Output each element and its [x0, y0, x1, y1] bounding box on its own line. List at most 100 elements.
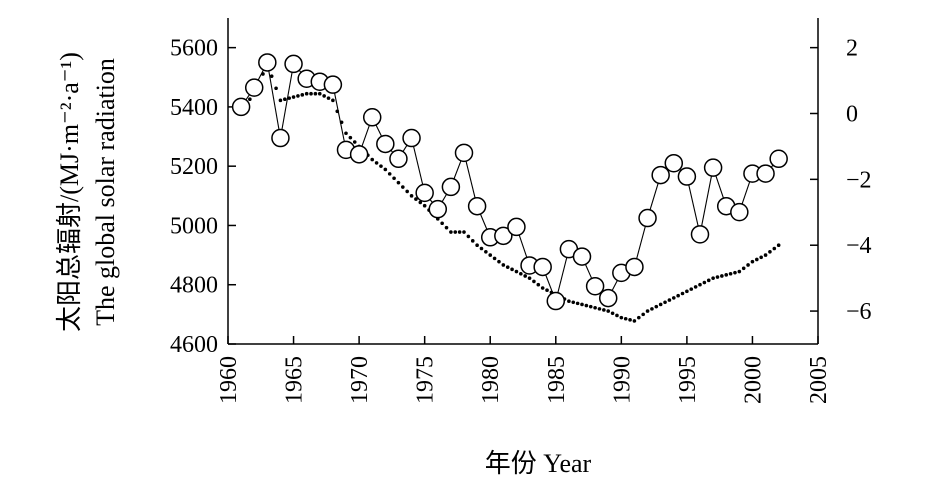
dotted-series-point [776, 243, 781, 248]
dotted-series-point [641, 312, 645, 317]
circle-series-segment [375, 124, 383, 137]
dotted-series-point [750, 259, 755, 264]
dotted-series-point [685, 289, 689, 294]
x-tick-label: 2000 [740, 356, 766, 404]
circle-series-segment [649, 183, 659, 211]
circle-series-point [244, 78, 264, 97]
dotted-series-point [396, 180, 401, 185]
dotted-series-point [724, 273, 729, 277]
y-left-tick-label: 4800 [170, 273, 218, 299]
circle-series-point [730, 202, 749, 222]
circle-series-segment [479, 213, 488, 230]
dotted-series-point [514, 269, 519, 274]
dotted-series-point [637, 315, 641, 320]
x-tick-label: 1995 [675, 356, 701, 404]
dotted-series-point [741, 266, 746, 271]
dotted-series-point [283, 97, 287, 102]
dotted-series-point [497, 259, 501, 264]
dotted-series-point [584, 303, 589, 308]
dotted-series-point [484, 249, 488, 254]
circle-series-point [690, 225, 710, 244]
dotted-series-point [733, 270, 737, 275]
dotted-series-point [619, 315, 624, 320]
dotted-series-point [597, 307, 602, 311]
dotted-series-point [667, 298, 672, 302]
dotted-series-point [296, 94, 300, 98]
dotted-series-point [702, 280, 707, 285]
y-left-tick-label: 4600 [170, 332, 218, 358]
circle-series-segment [334, 92, 345, 142]
y-right-tick-label: 0 [846, 101, 858, 127]
dotted-series-point [706, 278, 711, 283]
dotted-series-point [737, 269, 742, 274]
circle-series-segment [518, 234, 528, 258]
x-tick-label: 1975 [413, 356, 439, 404]
x-axis-title: 年份 Year [485, 449, 592, 478]
dotted-series-point [309, 91, 313, 96]
x-tick-label: 1985 [544, 356, 570, 404]
dotted-series-point [466, 234, 471, 239]
dotted-series-point [462, 230, 466, 234]
x-tick-label: 1980 [478, 356, 504, 404]
dotted-series-point [457, 230, 462, 234]
circle-series-point [769, 149, 788, 169]
circle-series-segment [245, 94, 250, 101]
dotted-series-point [470, 239, 475, 243]
dotted-series-point [510, 267, 514, 272]
circle-series-point [467, 196, 487, 216]
dotted-series-point [654, 304, 659, 309]
x-tick-label: 2005 [806, 356, 832, 404]
dotted-series-point [680, 291, 685, 296]
dotted-series-point [650, 307, 654, 311]
circle-series-segment [361, 125, 370, 147]
dotted-series-point [715, 275, 720, 279]
dotted-series-point [414, 197, 418, 201]
dotted-series-point [545, 288, 549, 293]
circle-series-point [362, 108, 382, 127]
y-right-tick-label: −4 [846, 233, 872, 259]
dotted-series-point [571, 300, 576, 305]
y-left-tick-label: 5000 [170, 213, 218, 239]
dotted-series [239, 62, 781, 323]
circle-series-point [454, 143, 474, 163]
dotted-series-point [632, 319, 637, 323]
circle-series-segment [688, 184, 699, 227]
circle-series-point [664, 153, 684, 173]
dotted-series-point [663, 300, 667, 305]
dotted-series-point [580, 302, 584, 307]
x-ticks: 1960 1965 1970 1975 1980 1985 1990 1995 2000 2005 [216, 336, 832, 404]
circle-series-point [284, 54, 303, 74]
dotted-series-point [370, 157, 375, 162]
dotted-series-point [444, 225, 449, 230]
circle-series-point [756, 164, 775, 183]
dotted-series-point [479, 246, 484, 251]
circle-series-point [651, 165, 670, 185]
x-tick-label: 1965 [282, 356, 308, 404]
circle-series-point [415, 183, 434, 203]
x-tick-label: 1960 [216, 356, 242, 404]
circle-series-segment [453, 160, 462, 180]
y-left-tick-label: 5400 [170, 95, 218, 121]
circle-series-point [625, 257, 644, 277]
circle-series-point [507, 217, 526, 237]
dotted-series-point [575, 301, 580, 306]
circle-series-segment [557, 257, 568, 293]
dotted-series-point [720, 274, 724, 278]
dotted-series-point [300, 93, 305, 97]
circle-series-segment [402, 144, 408, 152]
dotted-series-point [711, 276, 715, 280]
circle-series-point [271, 128, 290, 148]
dotted-series-point [317, 91, 322, 96]
y-right-tick-label: −6 [846, 299, 872, 325]
circle-series-segment [441, 193, 448, 203]
dotted-series-point [269, 74, 274, 78]
dotted-series-point [759, 255, 763, 260]
dotted-series-point [698, 282, 702, 287]
dotted-series-point [505, 265, 510, 269]
x-tick-label: 1990 [609, 356, 635, 404]
y-left-tick-label: 5200 [170, 154, 218, 180]
dotted-series-point [536, 282, 541, 287]
circle-series-point [533, 257, 552, 277]
dotted-series-point [409, 194, 414, 198]
circle-series-point [572, 247, 592, 266]
